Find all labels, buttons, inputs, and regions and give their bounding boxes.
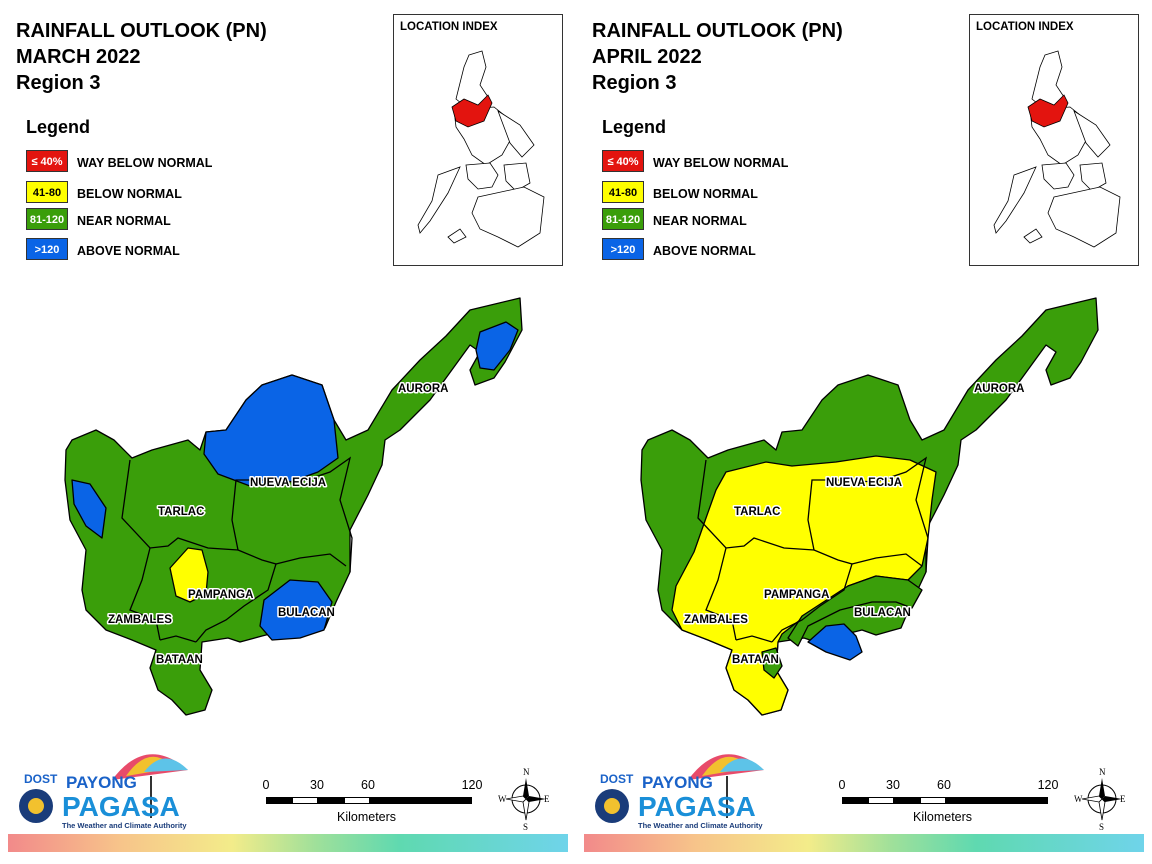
logo-payong: PAYONG — [66, 773, 137, 792]
region3-map-april: AURORA NUEVA ECIJA TARLAC PAMPANGA BULAC… — [640, 297, 1099, 716]
label-tarlac: TARLAC — [734, 506, 780, 518]
footer-gradient-bar — [8, 834, 568, 852]
label-tarlac: TARLAC — [158, 506, 204, 518]
legend-label-above: ABOVE NORMAL — [653, 244, 756, 258]
svg-text:W: W — [1074, 794, 1083, 804]
outlook-panel-april: RAINFALL OUTLOOK (PN) APRIL 2022 Region … — [576, 0, 1152, 864]
panel-title: RAINFALL OUTLOOK (PN) — [16, 20, 267, 42]
scale-tick-120: 120 — [461, 778, 483, 792]
label-bataan: BATAAN — [732, 654, 779, 666]
location-index-box: LOCATION INDEX — [393, 14, 563, 266]
legend-swatch-below: 41-80 — [26, 181, 68, 203]
pagasa-logo: DOST PAYONG PAGASA The Weather and Clima… — [19, 754, 188, 830]
zone-above-nueva-ecija — [203, 374, 339, 487]
logo-dost: DOST — [600, 772, 634, 786]
label-pampanga: PAMPANGA — [764, 589, 829, 601]
north-arrow-icon: N S W E — [1074, 767, 1126, 832]
logo-pagasa: PAGASA — [638, 791, 756, 822]
label-bataan: BATAAN — [156, 654, 203, 666]
legend-label-near: NEAR NORMAL — [653, 214, 747, 228]
scale-tick-0: 0 — [262, 778, 270, 792]
legend-swatch-way-below: ≤ 40% — [602, 150, 644, 172]
legend-title: Legend — [26, 117, 91, 137]
scale-unit: Kilometers — [337, 810, 397, 824]
location-index-box: LOCATION INDEX — [969, 14, 1139, 266]
legend-swatch-below: 41-80 — [602, 181, 644, 203]
svg-text:N: N — [1099, 767, 1106, 777]
logo-tagline: The Weather and Climate Authority — [638, 821, 763, 830]
svg-text:E: E — [1120, 794, 1126, 804]
footer-gradient-bar — [584, 834, 1144, 852]
svg-text:S: S — [523, 822, 528, 832]
label-aurora: AURORA — [398, 383, 448, 395]
legend-label-way-below: WAY BELOW NORMAL — [653, 156, 789, 170]
zone-near-bataan — [761, 647, 783, 679]
svg-text:S: S — [1099, 822, 1104, 832]
legend-swatch-near: 81-120 — [602, 208, 644, 230]
zone-above-zambales — [71, 479, 107, 539]
scale-bar: 0 30 60 120 Kilometers — [262, 778, 492, 828]
scale-tick-30: 30 — [886, 778, 900, 792]
scale-tick-30: 30 — [310, 778, 324, 792]
legend-label-above: ABOVE NORMAL — [77, 244, 180, 258]
legend-label-below: BELOW NORMAL — [77, 187, 182, 201]
legend-swatch-way-below: ≤ 40% — [26, 150, 68, 172]
label-bulacan: BULACAN — [278, 607, 335, 619]
zone-below-pampanga — [169, 547, 209, 603]
logo-payong: PAYONG — [642, 773, 713, 792]
scale-tick-60: 60 — [937, 778, 951, 792]
zone-above-aurora — [475, 321, 519, 371]
label-nueva-ecija: NUEVA ECIJA — [826, 477, 902, 489]
outlook-panel-march: RAINFALL OUTLOOK (PN) MARCH 2022 Region … — [8, 14, 568, 852]
label-pampanga: PAMPANGA — [188, 589, 253, 601]
scale-tick-60: 60 — [361, 778, 375, 792]
panel-region: Region 3 — [592, 72, 677, 94]
location-index-title: LOCATION INDEX — [400, 21, 498, 33]
panel-region: Region 3 — [16, 72, 101, 94]
legend-swatch-above: >120 — [26, 238, 68, 260]
panel-month: MARCH 2022 — [16, 46, 141, 68]
legend-label-way-below: WAY BELOW NORMAL — [77, 156, 213, 170]
zone-above-bulacan — [259, 579, 333, 641]
logo-tagline: The Weather and Climate Authority — [62, 821, 187, 830]
panel-title: RAINFALL OUTLOOK (PN) — [592, 20, 843, 42]
zone-below-central — [671, 455, 937, 716]
legend-title: Legend — [602, 117, 667, 137]
legend-swatch-above: >120 — [602, 238, 644, 260]
region3-map-march: AURORA NUEVA ECIJA TARLAC PAMPANGA BULAC… — [64, 297, 523, 716]
label-nueva-ecija: NUEVA ECIJA — [250, 477, 326, 489]
label-bulacan: BULACAN — [854, 607, 911, 619]
legend-swatch-near: 81-120 — [26, 208, 68, 230]
scale-unit: Kilometers — [913, 810, 973, 824]
philippines-index-map — [417, 50, 545, 248]
svg-text:N: N — [523, 767, 530, 777]
scale-bar: 0 30 60 120 Kilometers — [838, 778, 1068, 828]
panel-month: APRIL 2022 — [592, 46, 702, 68]
region-outline — [64, 297, 523, 716]
north-arrow-icon: N S W E — [498, 767, 550, 832]
svg-text:E: E — [544, 794, 550, 804]
label-zambales: ZAMBALES — [684, 614, 748, 626]
logo-dost: DOST — [24, 772, 58, 786]
logo-pagasa: PAGASA — [62, 791, 180, 822]
legend-label-below: BELOW NORMAL — [653, 187, 758, 201]
zone-above-bulacan — [807, 623, 863, 661]
pagasa-logo: DOST PAYONG PAGASA The Weather and Clima… — [595, 754, 764, 830]
label-zambales: ZAMBALES — [108, 614, 172, 626]
label-aurora: AURORA — [974, 383, 1024, 395]
location-index-title: LOCATION INDEX — [976, 21, 1074, 33]
scale-tick-0: 0 — [838, 778, 846, 792]
zone-near-bulacan — [787, 575, 923, 647]
philippines-index-map — [993, 50, 1121, 248]
scale-tick-120: 120 — [1037, 778, 1059, 792]
svg-text:W: W — [498, 794, 507, 804]
legend-label-near: NEAR NORMAL — [77, 214, 171, 228]
